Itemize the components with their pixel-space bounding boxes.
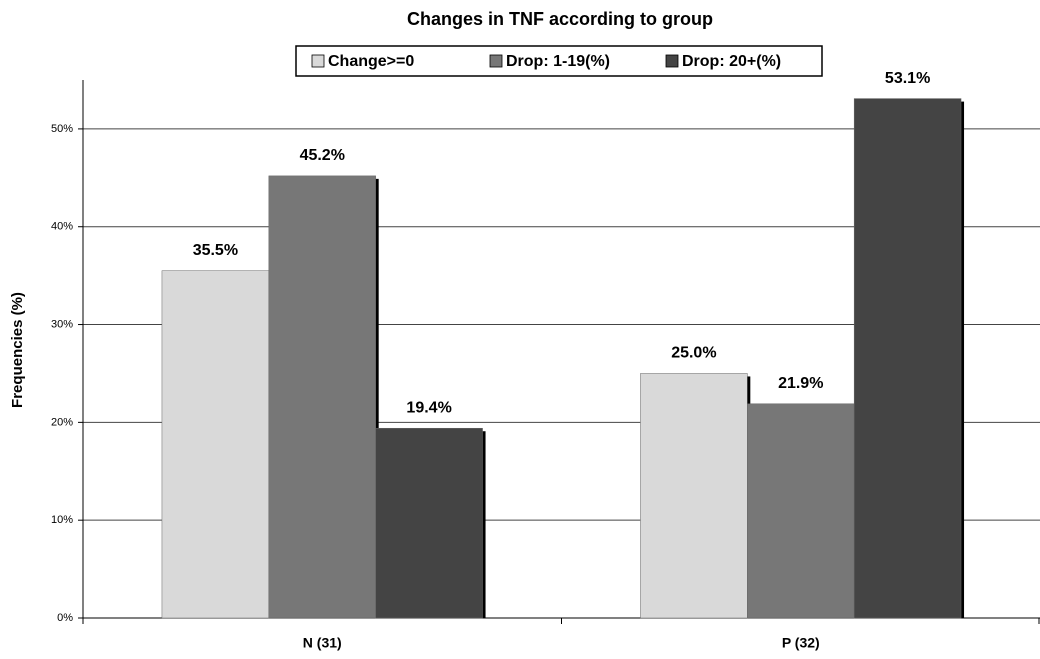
value-label: 21.9% xyxy=(778,375,823,392)
y-tick-label: 40% xyxy=(51,221,73,233)
bar xyxy=(640,373,748,619)
value-label: 19.4% xyxy=(406,399,451,416)
bar xyxy=(853,98,962,619)
y-tick-label: 10% xyxy=(51,514,73,526)
bar xyxy=(747,403,855,619)
legend-swatch xyxy=(489,54,503,68)
y-tick-label: 0% xyxy=(57,612,73,624)
legend-swatch xyxy=(665,54,679,68)
y-tick-label: 50% xyxy=(51,123,73,135)
y-tick-label: 30% xyxy=(51,318,73,330)
legend-box xyxy=(295,45,823,77)
y-tick-label: 20% xyxy=(51,416,73,428)
value-label: 25.0% xyxy=(671,345,716,362)
x-tick-label: P (32) xyxy=(782,635,820,651)
bar xyxy=(161,270,270,619)
bar xyxy=(268,175,376,619)
chart-title: Changes in TNF according to group xyxy=(407,9,713,29)
value-label: 45.2% xyxy=(300,147,345,164)
y-axis-label: Frequencies (%) xyxy=(9,292,26,408)
bar xyxy=(375,427,483,619)
x-tick-label: N (31) xyxy=(303,635,342,651)
legend-swatch xyxy=(311,54,325,68)
value-label: 53.1% xyxy=(885,70,930,87)
legend-label: Drop: 1-19(%) xyxy=(506,53,610,70)
legend-label: Change>=0 xyxy=(328,53,414,70)
value-label: 35.5% xyxy=(193,242,238,259)
legend-label: Drop: 20+(%) xyxy=(682,53,781,70)
